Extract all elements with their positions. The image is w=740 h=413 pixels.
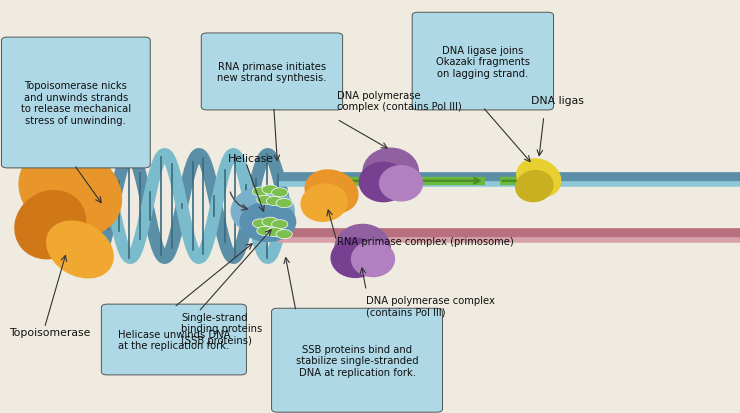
Ellipse shape	[517, 159, 561, 197]
Text: DNA ligase joins
Okazaki fragments
on lagging strand.: DNA ligase joins Okazaki fragments on la…	[436, 45, 530, 78]
Ellipse shape	[301, 185, 347, 222]
Circle shape	[266, 197, 283, 206]
Ellipse shape	[15, 191, 86, 259]
Ellipse shape	[380, 166, 423, 201]
Circle shape	[252, 219, 269, 228]
Circle shape	[252, 188, 269, 197]
Circle shape	[272, 220, 288, 229]
Text: DNA ligas: DNA ligas	[531, 96, 584, 106]
FancyBboxPatch shape	[412, 13, 554, 111]
Ellipse shape	[352, 242, 394, 277]
FancyBboxPatch shape	[1, 38, 150, 169]
FancyBboxPatch shape	[101, 304, 246, 375]
Ellipse shape	[363, 149, 419, 197]
Circle shape	[266, 228, 283, 237]
Text: Helicase: Helicase	[228, 154, 274, 164]
Text: Topoisomerase nicks
and unwinds strands
to release mechanical
stress of unwindin: Topoisomerase nicks and unwinds strands …	[21, 81, 131, 126]
Circle shape	[276, 230, 292, 239]
FancyBboxPatch shape	[201, 34, 343, 111]
Text: Single-strand
binding proteins
(SSB proteins): Single-strand binding proteins (SSB prot…	[181, 312, 263, 345]
Circle shape	[276, 199, 292, 208]
Ellipse shape	[47, 221, 113, 278]
Text: Helicase unwinds DNA
at the replication fork.: Helicase unwinds DNA at the replication …	[118, 329, 230, 351]
Circle shape	[257, 227, 273, 236]
Ellipse shape	[240, 203, 296, 242]
FancyBboxPatch shape	[272, 309, 443, 412]
Ellipse shape	[516, 171, 553, 202]
Circle shape	[272, 188, 288, 197]
Ellipse shape	[305, 171, 358, 214]
Text: Topoisomerase: Topoisomerase	[9, 328, 90, 337]
Text: DNA polymerase complex
(contains Pol III): DNA polymerase complex (contains Pol III…	[366, 295, 495, 316]
Text: DNA polymerase
complex (contains Pol III): DNA polymerase complex (contains Pol III…	[337, 90, 462, 112]
Ellipse shape	[19, 147, 121, 237]
Text: RNA primase initiates
new strand synthesis.: RNA primase initiates new strand synthes…	[218, 62, 326, 83]
Ellipse shape	[332, 239, 380, 278]
Text: RNA primase complex (primosome): RNA primase complex (primosome)	[337, 237, 514, 247]
Ellipse shape	[334, 225, 391, 273]
Circle shape	[262, 218, 278, 227]
Ellipse shape	[360, 163, 407, 202]
Text: SSB proteins bind and
stabilize single-stranded
DNA at replication fork.: SSB proteins bind and stabilize single-s…	[296, 344, 418, 377]
Ellipse shape	[36, 136, 90, 182]
Circle shape	[257, 196, 273, 205]
Circle shape	[262, 185, 278, 195]
Ellipse shape	[231, 188, 294, 235]
